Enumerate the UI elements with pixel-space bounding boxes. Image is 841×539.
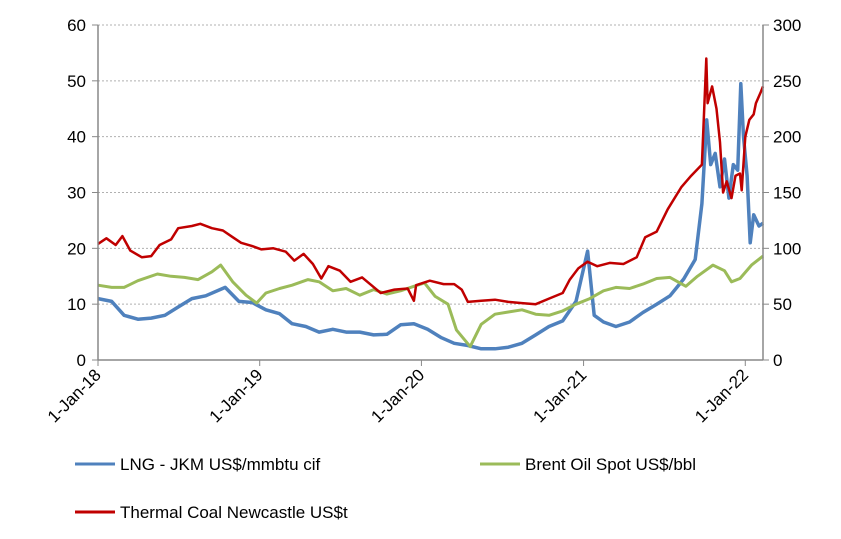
y-right-tick-label: 50 (773, 295, 792, 314)
y-left-tick-label: 10 (67, 295, 86, 314)
series-line-coal (97, 57, 765, 306)
y-left-tick-label: 50 (67, 72, 86, 91)
legend-label: Thermal Coal Newcastle US$t (120, 503, 348, 522)
legend-label: Brent Oil Spot US$/bbl (525, 455, 696, 474)
y-left-tick-label: 20 (67, 239, 86, 258)
x-tick-label: 1-Jan-21 (530, 365, 591, 426)
y-left-tick-label: 40 (67, 128, 86, 147)
y-right-tick-label: 0 (773, 351, 782, 370)
gridlines (98, 24, 763, 305)
legend-label: LNG - JKM US$/mmbtu cif (120, 455, 321, 474)
legend: LNG - JKM US$/mmbtu cif Brent Oil Spot US… (75, 455, 696, 522)
x-tick-label: 1-Jan-20 (367, 365, 428, 426)
x-tick-label: 1-Jan-19 (206, 365, 267, 426)
x-tick-label: 1-Jan-22 (691, 365, 752, 426)
y-right-tick-label: 150 (773, 184, 801, 203)
y-left-tick-label: 0 (77, 351, 86, 370)
y-right-tick-label: 250 (773, 72, 801, 91)
series-line-brent (97, 254, 764, 349)
y-right-tick-label: 200 (773, 128, 801, 147)
x-tick-label: 1-Jan-18 (44, 365, 105, 426)
y-left-tick-label: 30 (67, 184, 86, 203)
series-lines (97, 57, 765, 351)
y-left-tick-label: 60 (67, 16, 86, 35)
series-line-lng (97, 81, 765, 351)
y-right-tick-label: 300 (773, 16, 801, 35)
y-right-tick-label: 100 (773, 239, 801, 258)
axes: 0 0 10 50 20 100 30 150 40 200 50 250 60 300 1-Jan-18 1… (44, 16, 801, 426)
